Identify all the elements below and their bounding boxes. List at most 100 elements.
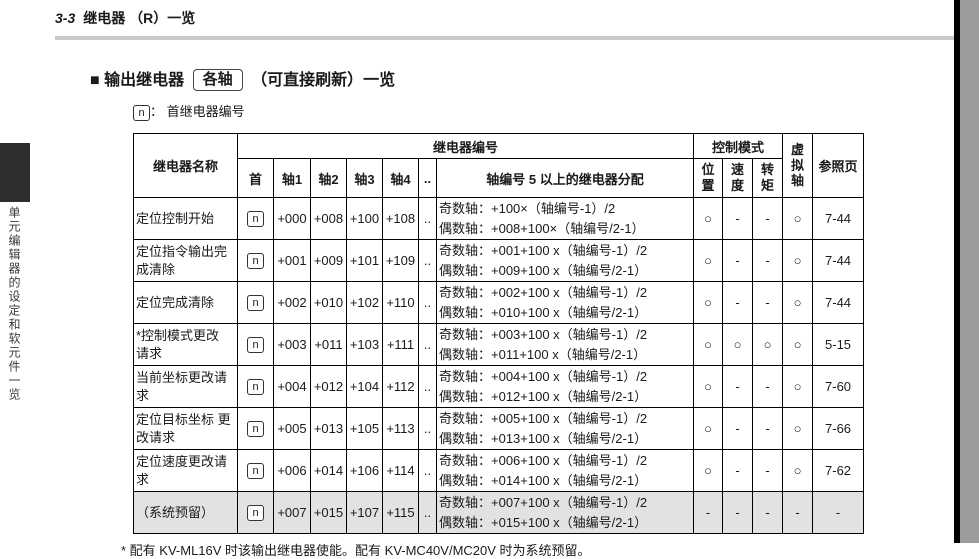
position-mode-cell: ○: [693, 239, 724, 282]
relay-name-cell: *控制模式更改 请求: [133, 323, 238, 366]
position-mode-cell: -: [693, 491, 724, 534]
axis1-value-cell: +001: [273, 239, 311, 282]
virtual-axis-cell: ○: [782, 323, 814, 366]
col-header-speed: 速度: [722, 158, 754, 198]
torque-mode-cell: -: [752, 281, 784, 324]
page-header-number: 3-3: [55, 10, 76, 26]
col-header-axis2: 轴2: [310, 158, 347, 198]
odd-axis-formula: 奇数轴：+002+100 x（轴编号-1）/2: [439, 285, 648, 300]
virtual-axis-cell: -: [782, 491, 814, 534]
table-row: *控制模式更改 请求 n +003 +011 +103 +111 .. 奇数轴：…: [133, 323, 865, 366]
table-row: 当前坐标更改请求 n +004 +012 +104 +112 .. 奇数轴：+0…: [133, 365, 865, 408]
ref-page-cell: 7-44: [812, 197, 865, 240]
speed-mode-cell: ○: [722, 323, 754, 366]
relay-name-cell: 定位控制开始: [133, 197, 238, 240]
virtual-axis-cell: ○: [782, 281, 814, 324]
each-axis-badge: 各轴: [192, 69, 243, 91]
table-row: 定位指令输出完成清除 n +001 +009 +101 +109 .. 奇数轴：…: [133, 239, 865, 282]
n-symbol-legend: n： 首继电器编号: [133, 101, 880, 121]
axis5-formula-cell: 奇数轴：+003+100 x（轴编号-1）/2 偶数轴：+011+100 x（轴…: [435, 323, 695, 366]
n-symbol: n: [247, 505, 264, 521]
odd-axis-formula: 奇数轴：+006+100 x（轴编号-1）/2: [439, 453, 648, 468]
first-relay-cell: n: [237, 491, 274, 534]
axis3-value-cell: +106: [346, 449, 383, 492]
axis5-formula-cell: 奇数轴：+002+100 x（轴编号-1）/2 偶数轴：+010+100 x（轴…: [435, 281, 695, 324]
odd-axis-formula: 奇数轴：+001+100 x（轴编号-1）/2: [439, 243, 648, 258]
axis4-value-cell: +115: [382, 491, 419, 534]
col-header-relay-number-group: 继电器编号: [236, 133, 695, 159]
axis1-value-cell: +007: [273, 491, 311, 534]
even-axis-formula: 偶数轴：+015+100 x（轴编号/2-1）: [439, 514, 648, 530]
axis5-formula-cell: 奇数轴：+007+100 x（轴编号-1）/2 偶数轴：+015+100 x（轴…: [435, 491, 695, 534]
page-edge-line: [954, 0, 960, 543]
dots-cell: ..: [418, 491, 437, 534]
main-content: ■ 输出继电器 各轴 （可直接刷新）一览 n： 首继电器编号 继电器名称 继电器…: [90, 66, 880, 559]
axis1-value-cell: +002: [273, 281, 311, 324]
col-header-virtual-axis: 虚拟轴: [782, 133, 814, 198]
dots-cell: ..: [418, 197, 437, 240]
axis5-formula-cell: 奇数轴：+005+100 x（轴编号-1）/2 偶数轴：+013+100 x（轴…: [435, 407, 695, 450]
torque-mode-cell: -: [752, 239, 784, 282]
speed-mode-cell: -: [722, 449, 754, 492]
speed-mode-cell: -: [722, 239, 754, 282]
torque-mode-cell: -: [752, 449, 784, 492]
axis2-value-cell: +011: [310, 323, 347, 366]
col-header-first: 首: [237, 158, 274, 198]
header-divider: [55, 36, 955, 40]
axis3-value-cell: +107: [346, 491, 383, 534]
axis2-value-cell: +012: [310, 365, 347, 408]
page-edge-background: [960, 0, 979, 543]
n-symbol: n: [133, 105, 150, 121]
first-relay-cell: n: [237, 281, 274, 324]
n-symbol: n: [247, 463, 264, 479]
axis5-formula-cell: 奇数轴：+001+100 x（轴编号-1）/2 偶数轴：+009+100 x（轴…: [435, 239, 695, 282]
speed-mode-cell: -: [722, 407, 754, 450]
axis2-value-cell: +013: [310, 407, 347, 450]
axis1-value-cell: +003: [273, 323, 311, 366]
ref-page-cell: 7-62: [812, 449, 865, 492]
even-axis-formula: 偶数轴：+010+100 x（轴编号/2-1）: [439, 304, 648, 320]
virtual-axis-cell: ○: [782, 407, 814, 450]
virtual-axis-cell: ○: [782, 365, 814, 408]
axis2-value-cell: +010: [310, 281, 347, 324]
virtual-axis-cell: ○: [782, 239, 814, 282]
axis3-value-cell: +104: [346, 365, 383, 408]
odd-axis-formula: 奇数轴：+007+100 x（轴编号-1）/2: [439, 495, 648, 510]
table-row: 定位目标坐标 更改请求 n +005 +013 +105 +113 .. 奇数轴…: [133, 407, 865, 450]
odd-axis-formula: 奇数轴：+005+100 x（轴编号-1）/2: [439, 411, 648, 426]
relay-table-body: 定位控制开始 n +000 +008 +100 +108 .. 奇数轴：+100…: [133, 197, 865, 534]
n-symbol: n: [247, 421, 264, 437]
relay-name-cell: 定位速度更改请求: [133, 449, 238, 492]
axis4-value-cell: +112: [382, 365, 419, 408]
col-header-position: 位置: [693, 158, 724, 198]
axis5-formula-cell: 奇数轴：+004+100 x（轴编号-1）/2 偶数轴：+012+100 x（轴…: [435, 365, 695, 408]
dots-cell: ..: [418, 239, 437, 282]
torque-mode-cell: -: [752, 197, 784, 240]
ref-page-cell: 7-60: [812, 365, 865, 408]
col-header-axis5-plus: 轴编号 5 以上的继电器分配: [435, 158, 695, 198]
axis4-value-cell: +109: [382, 239, 419, 282]
axis2-value-cell: +009: [310, 239, 347, 282]
table-row: 定位控制开始 n +000 +008 +100 +108 .. 奇数轴：+100…: [133, 197, 865, 240]
chapter-tab: [0, 143, 30, 202]
axis1-value-cell: +004: [273, 365, 311, 408]
axis2-value-cell: +008: [310, 197, 347, 240]
even-axis-formula: 偶数轴：+012+100 x（轴编号/2-1）: [439, 388, 648, 404]
ref-page-cell: 7-66: [812, 407, 865, 450]
axis4-value-cell: +111: [382, 323, 419, 366]
first-relay-cell: n: [237, 197, 274, 240]
torque-mode-cell: -: [752, 365, 784, 408]
table-row: 定位完成清除 n +002 +010 +102 +110 .. 奇数轴：+002…: [133, 281, 865, 324]
col-header-axis4: 轴4: [382, 158, 419, 198]
n-symbol: n: [247, 295, 264, 311]
first-relay-cell: n: [237, 449, 274, 492]
ref-page-cell: 5-15: [812, 323, 865, 366]
page-header: 3-3 继电器 （R）一览: [55, 8, 195, 28]
axis4-value-cell: +110: [382, 281, 419, 324]
axis1-value-cell: +000: [273, 197, 311, 240]
speed-mode-cell: -: [722, 365, 754, 408]
speed-mode-cell: -: [722, 197, 754, 240]
axis2-value-cell: +014: [310, 449, 347, 492]
odd-axis-formula: 奇数轴：+003+100 x（轴编号-1）/2: [439, 327, 648, 342]
